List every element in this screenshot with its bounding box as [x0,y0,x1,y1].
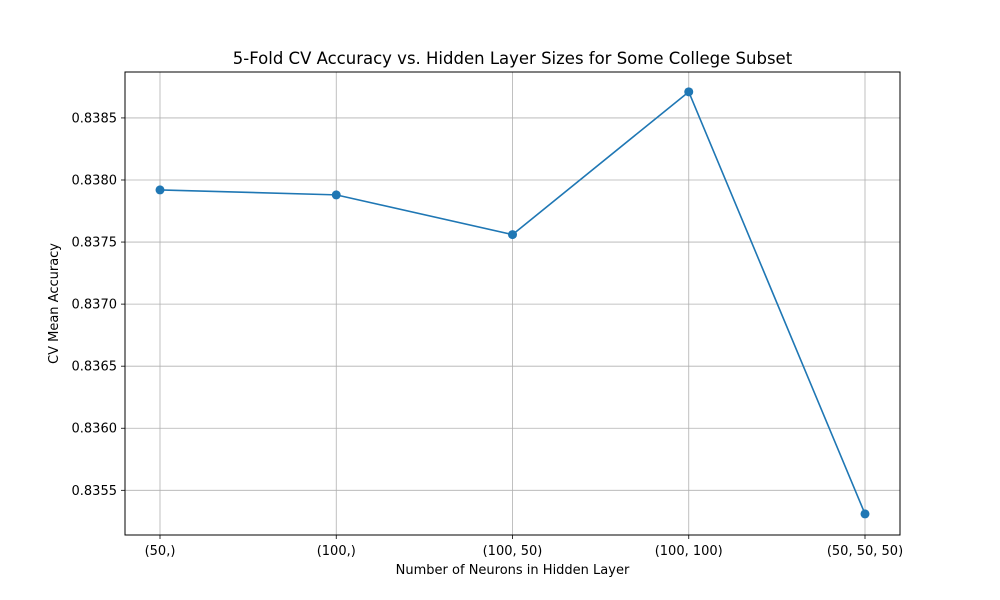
y-tick-label: 0.8370 [72,298,118,313]
x-tick-label: (100, 100) [655,544,723,559]
ticks-layer: (50,) (100,) (100, 50) (100, 100) (50, 50, 5… [72,111,904,559]
y-axis-label: CV Mean Accuracy [47,243,62,364]
y-tick-label: 0.8380 [72,173,118,188]
chart-title: 5-Fold CV Accuracy vs. Hidden Layer Size… [233,49,793,68]
data-point [684,87,694,97]
data-point [508,230,517,240]
y-tick-label: 0.8365 [72,360,118,375]
x-tick-label: (100, 50) [483,544,543,559]
y-tick-label: 0.8355 [72,484,118,499]
series-layer [155,87,870,519]
grid-layer [125,72,900,535]
y-tick-label: 0.8375 [72,236,118,251]
y-tick-label: 0.8385 [72,111,118,126]
x-tick-label: (50,) [145,544,176,559]
data-point [331,190,341,200]
x-tick-label: (100,) [317,544,356,559]
y-tick-label: 0.8360 [72,422,118,437]
data-point [155,185,165,195]
data-point [860,509,870,519]
x-tick-label: (50, 50, 50) [827,544,903,559]
x-axis-label: Number of Neurons in Hidden Layer [396,563,630,578]
